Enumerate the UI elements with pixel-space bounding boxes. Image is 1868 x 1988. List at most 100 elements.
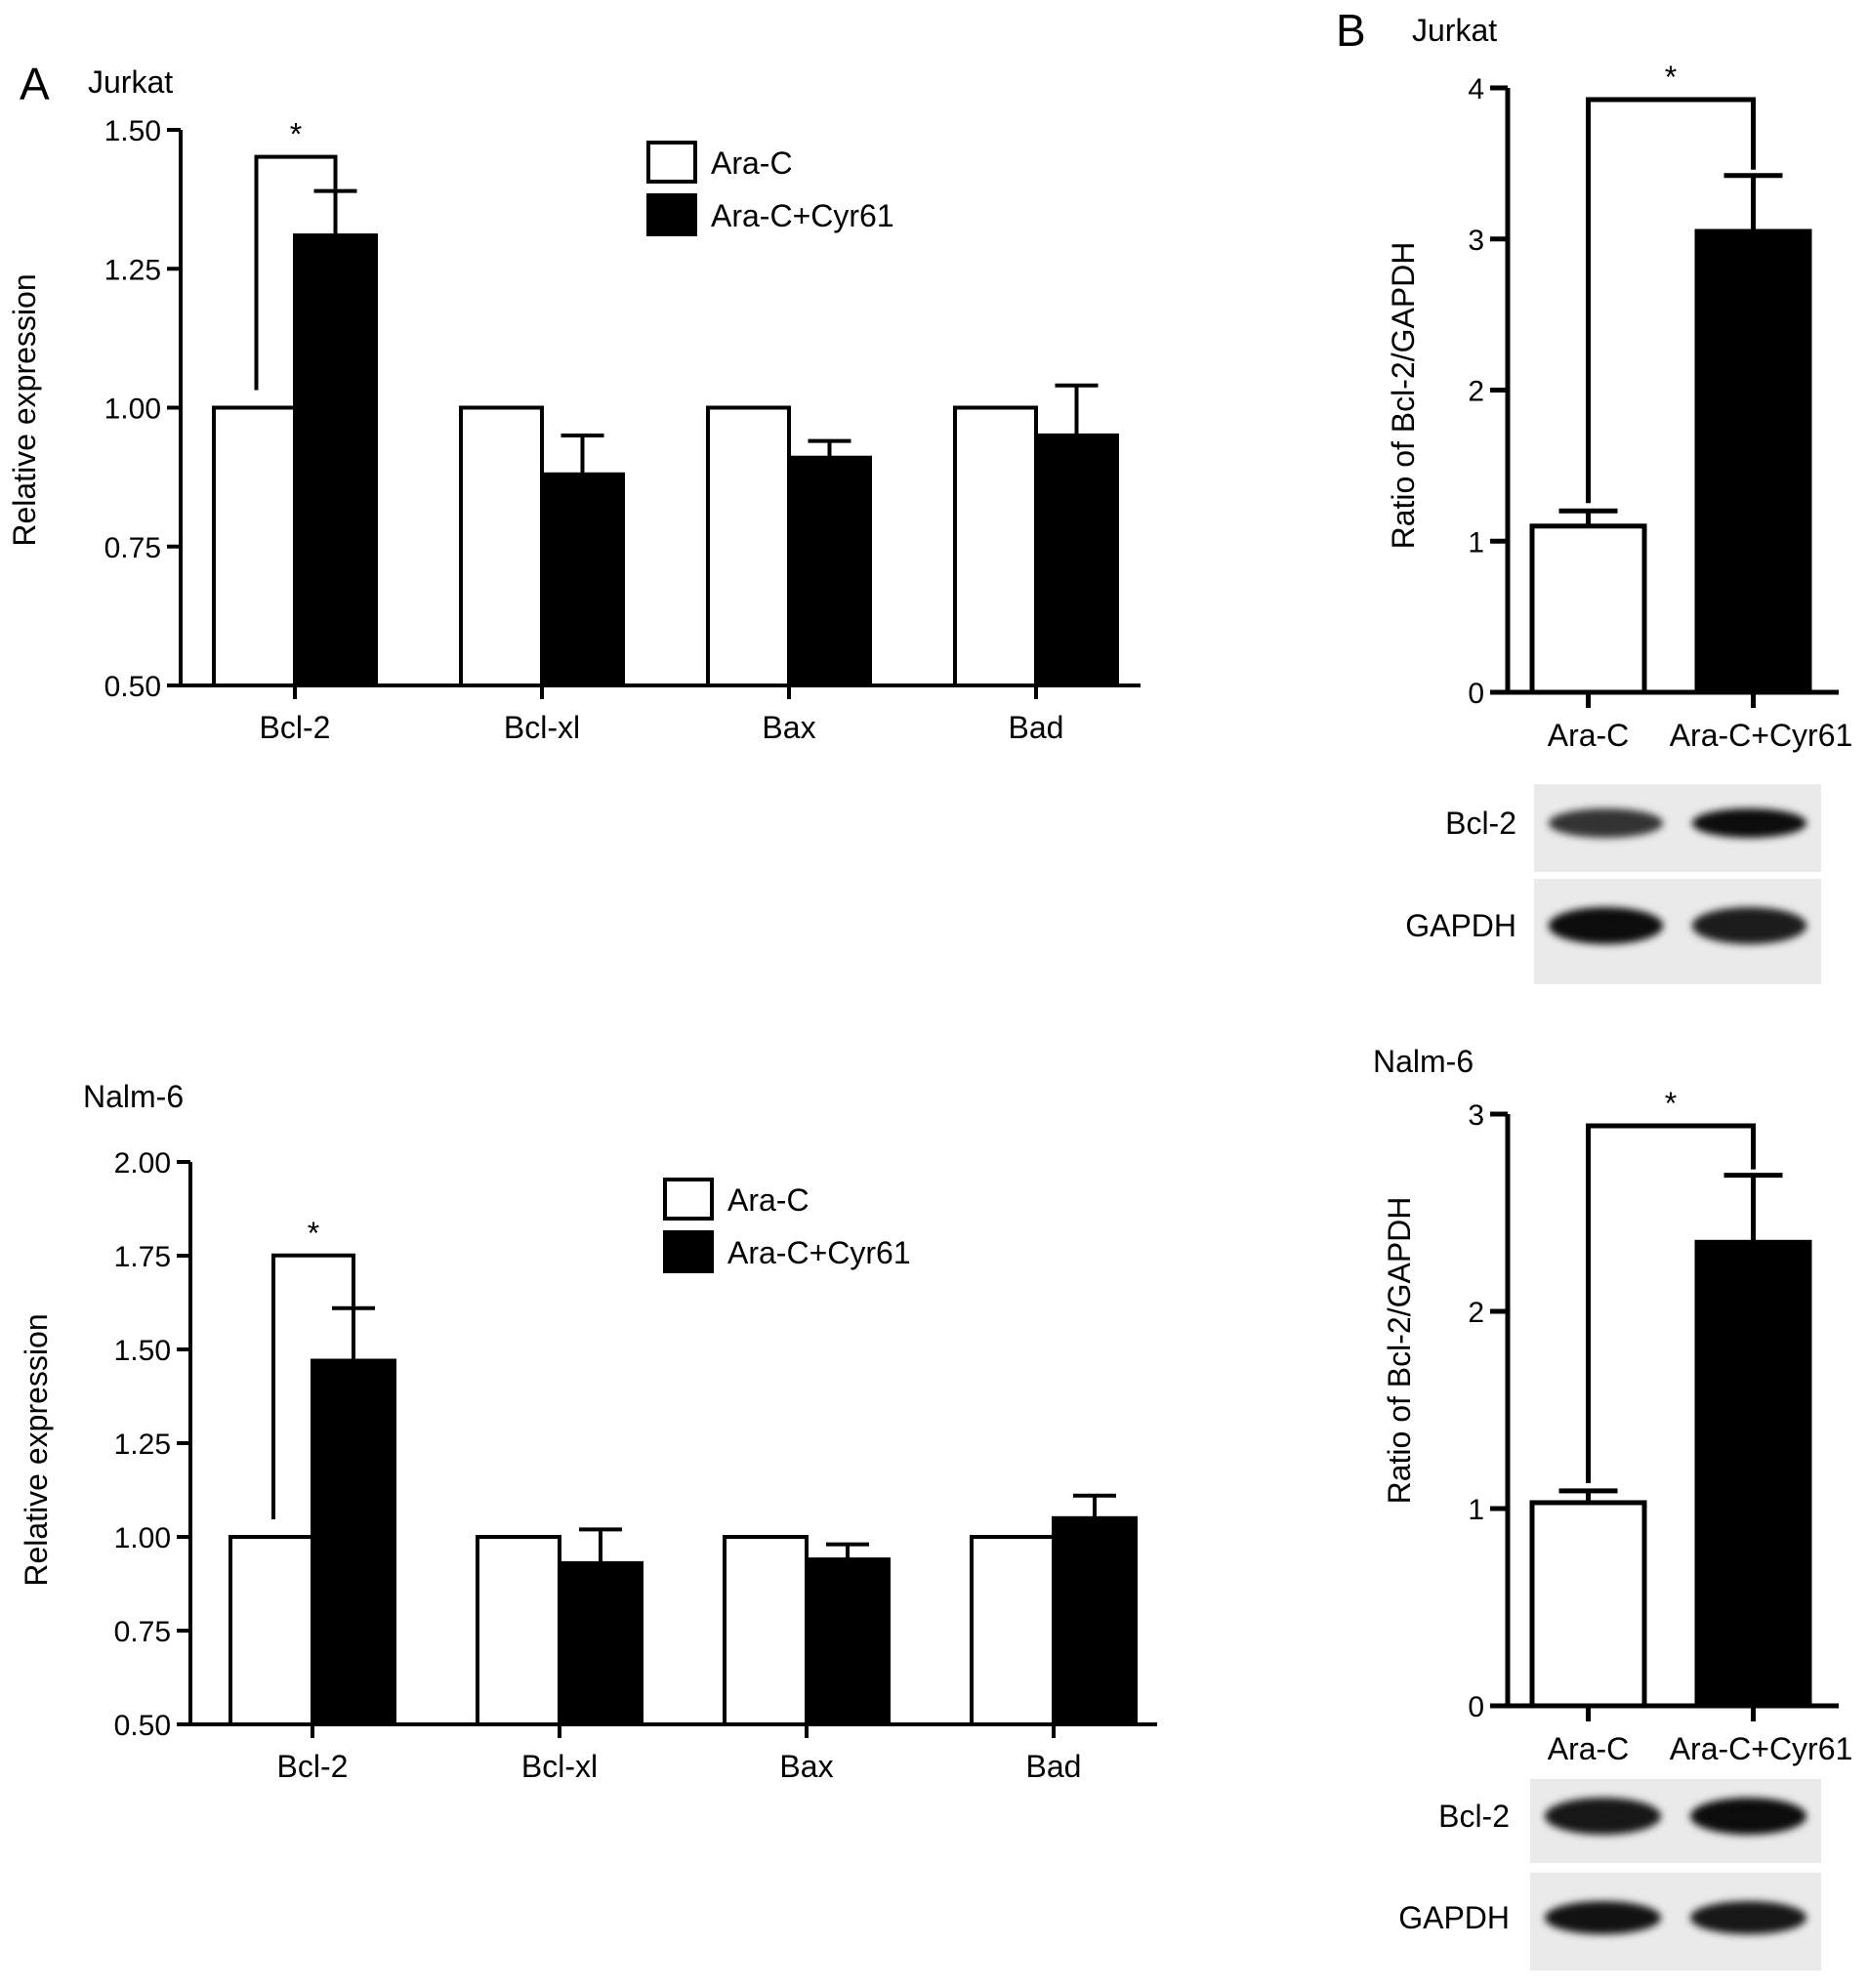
legend-swatch: [646, 193, 697, 236]
category-label: Ara-C: [1548, 718, 1630, 753]
bar-ara-c-cyr61-bax: [787, 455, 872, 687]
blot-jurkat-bcl2: Bcl-2: [1445, 784, 1821, 872]
blot-band: [1548, 808, 1664, 838]
y-tick-label: 0.75: [104, 532, 161, 564]
blot-band: [1691, 907, 1807, 944]
category-label: Bax: [779, 1749, 833, 1784]
significance-star: *: [1665, 1086, 1677, 1121]
blot-label: GAPDH: [1405, 908, 1516, 943]
significance-bracket: [271, 1253, 355, 1519]
bar-ara-c-cyr61: [1694, 228, 1812, 695]
y-tick-label: 0.50: [104, 671, 161, 703]
bar-ara-c-bad: [970, 1535, 1056, 1726]
significance-star: *: [290, 117, 302, 152]
bar-ara-c-bcl-2: [212, 405, 297, 687]
y-axis-label: Ratio of Bcl-2/GAPDH: [1382, 1197, 1417, 1505]
y-tick-label: 1: [1468, 526, 1484, 559]
significance-star: *: [1665, 60, 1677, 95]
bar-ara-c-bax: [723, 1535, 809, 1726]
legend-label: Ara-C: [727, 1182, 809, 1218]
chart-0: Jurkat Relative expression 0.50 0.75 1.00 1.2…: [7, 64, 1141, 745]
legend-swatch: [663, 1230, 714, 1273]
legend-swatch: [646, 141, 697, 184]
category-label: Ara-C+Cyr61: [1670, 718, 1853, 753]
category-label: Ara-C: [1548, 1731, 1630, 1766]
chart-title: Nalm-6: [83, 1079, 184, 1114]
y-tick-label: 4: [1468, 73, 1484, 105]
legend-label: Ara-C: [711, 145, 793, 181]
y-tick-label: 3: [1468, 225, 1484, 257]
y-tick-label: 1.25: [114, 1429, 171, 1461]
chart-title: Jurkat: [88, 64, 173, 100]
category-label: Bax: [762, 710, 815, 745]
y-tick-label: 1.75: [114, 1241, 171, 1273]
bar-ara-c-cyr61-bax: [805, 1557, 891, 1727]
blot-label: Bcl-2: [1438, 1799, 1510, 1834]
legend-label: Ara-C+Cyr61: [711, 198, 894, 233]
blot-label: Bcl-2: [1445, 806, 1516, 841]
bar-ara-c-bax: [706, 405, 791, 687]
y-tick-label: 1.25: [104, 254, 161, 286]
y-tick-label: 1: [1468, 1494, 1484, 1526]
blot-band: [1689, 1901, 1807, 1934]
bar-ara-c-bcl-xl: [476, 1535, 561, 1726]
blot-label: GAPDH: [1398, 1900, 1510, 1935]
y-axis-label: Ratio of Bcl-2/GAPDH: [1386, 242, 1421, 550]
blot-nalm6-gapdh: GAPDH: [1398, 1873, 1821, 1970]
blot-nalm6-bcl2: Bcl-2: [1438, 1779, 1821, 1863]
significance-bracket: [254, 154, 338, 391]
y-axis-label: Relative expression: [19, 1313, 54, 1586]
y-tick-label: 1.00: [104, 393, 161, 426]
blot-band: [1544, 1798, 1662, 1835]
legend-swatch: [663, 1178, 714, 1221]
significance-bracket: [1586, 1123, 1756, 1483]
significance-bracket: [1586, 97, 1756, 504]
blot-band: [1689, 1798, 1807, 1835]
bar-ara-c-cyr61-bcl-xl: [540, 472, 625, 687]
category-label: Bad: [1009, 710, 1064, 745]
panel-letter-b: B: [1336, 5, 1366, 56]
y-tick-label: 1.50: [114, 1335, 171, 1367]
y-tick-label: 0.50: [114, 1710, 171, 1742]
chart-1: Nalm-6 Relative expression 0.50 0.75 1.00 1.2…: [19, 1079, 1157, 1784]
bar-ara-c-cyr61-bcl-2: [311, 1358, 396, 1727]
y-tick-label: 1.00: [114, 1522, 171, 1554]
blot-jurkat-gapdh: GAPDH: [1405, 879, 1821, 984]
y-tick-label: 0.75: [114, 1616, 171, 1648]
y-tick-label: 2: [1468, 1297, 1484, 1329]
category-label: Bcl-2: [260, 710, 331, 745]
chart-3: Nalm-6 Ratio of Bcl-2/GAPDH 0 1 2 3 Ara-C Ara-C…: [1373, 1044, 1852, 1766]
bar-ara-c: [1529, 523, 1647, 695]
y-tick-label: 0: [1468, 1691, 1484, 1723]
bar-ara-c-cyr61-bad: [1034, 433, 1119, 687]
bar-ara-c-cyr61-bcl-xl: [558, 1560, 643, 1726]
bar-ara-c: [1529, 1500, 1647, 1709]
category-label: Bcl-xl: [521, 1749, 598, 1784]
blot-band: [1691, 808, 1807, 838]
significance-star: *: [308, 1216, 319, 1251]
category-label: Ara-C+Cyr61: [1670, 1731, 1853, 1766]
bar-ara-c-cyr61-bad: [1052, 1515, 1138, 1727]
bar-ara-c-cyr61: [1694, 1239, 1812, 1709]
legend-label: Ara-C+Cyr61: [727, 1235, 911, 1270]
blot-band: [1548, 907, 1664, 944]
y-tick-label: 2: [1468, 376, 1484, 408]
y-tick-label: 1.50: [104, 115, 161, 147]
y-axis-label: Relative expression: [7, 273, 42, 546]
bar-ara-c-bcl-xl: [459, 405, 544, 687]
chart-title: Jurkat: [1412, 13, 1497, 48]
bar-ara-c-bcl-2: [228, 1535, 314, 1726]
category-label: Bcl-xl: [504, 710, 580, 745]
category-label: Bcl-2: [277, 1749, 349, 1784]
chart-2: Jurkat Ratio of Bcl-2/GAPDH 0 1 2 3 4 Ara-C Ara-…: [1386, 13, 1852, 753]
blot-band: [1544, 1901, 1662, 1934]
y-tick-label: 3: [1468, 1099, 1484, 1132]
y-tick-label: 0: [1468, 678, 1484, 710]
bar-ara-c-bad: [953, 405, 1038, 687]
category-label: Bad: [1026, 1749, 1082, 1784]
chart-title: Nalm-6: [1373, 1044, 1474, 1079]
y-tick-label: 2.00: [114, 1147, 171, 1180]
panel-letter-a: A: [20, 59, 50, 109]
bar-ara-c-cyr61-bcl-2: [293, 233, 378, 688]
